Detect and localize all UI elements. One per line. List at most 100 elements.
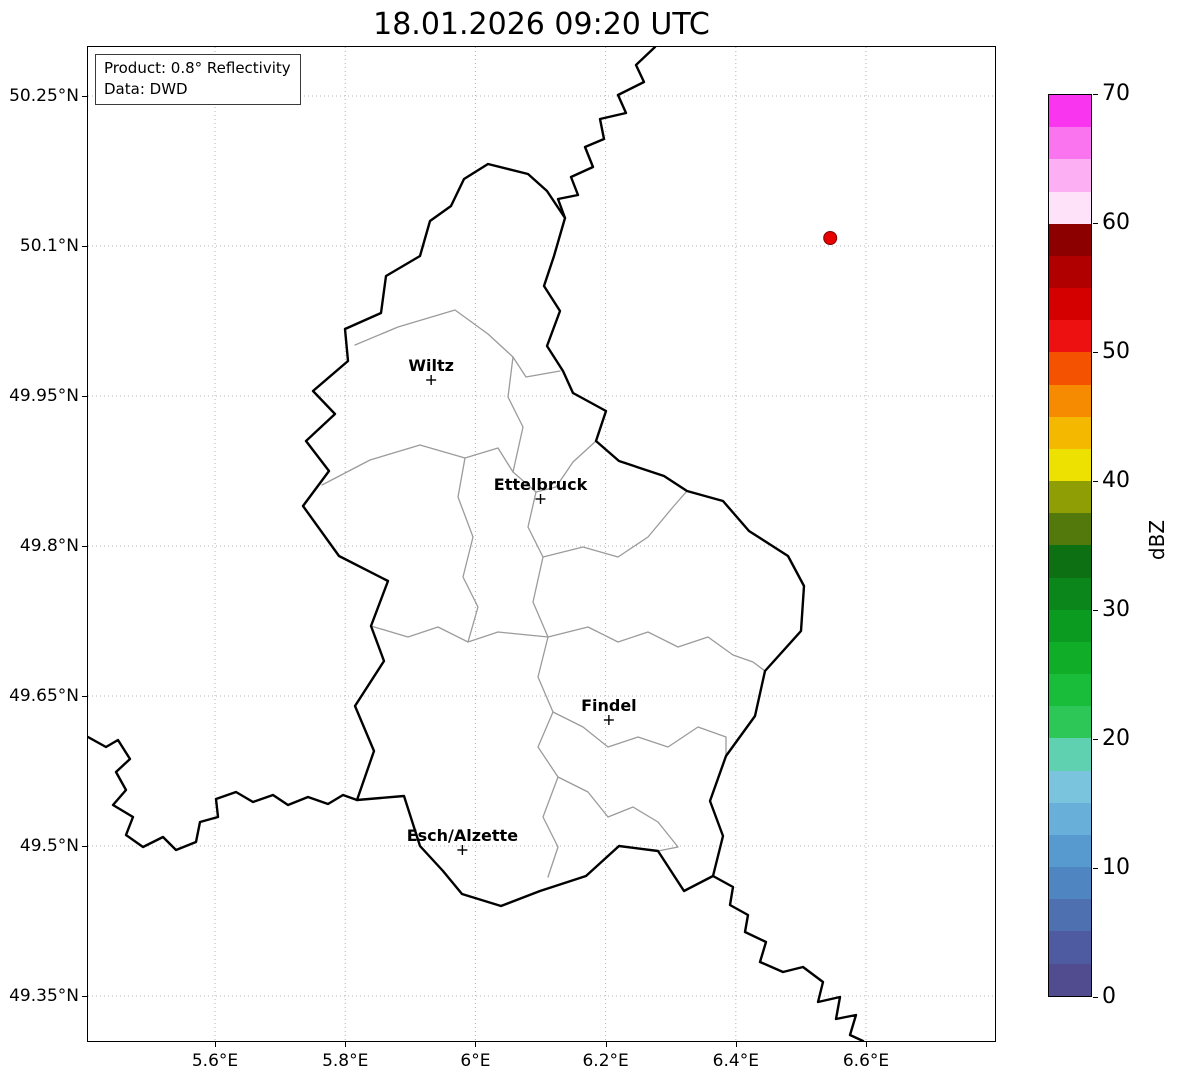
- colorbar-segment: [1049, 288, 1091, 321]
- colorbar-segment: [1049, 513, 1091, 546]
- x-tick-label: 6°E: [460, 1051, 491, 1071]
- luxembourg-radar-map: Wiltz Ettelbruck Findel Esch/Alzette: [88, 47, 995, 1041]
- x-axis-tick: [475, 1042, 477, 1047]
- y-tick-label: 50.25°N: [9, 86, 79, 106]
- y-axis-tick: [82, 696, 87, 697]
- product-info-box: Product: 0.8° Reflectivity Data: DWD: [95, 54, 301, 106]
- y-axis-tick: [82, 246, 87, 247]
- colorbar-segment: [1049, 481, 1091, 514]
- x-tick-label: 6.2°E: [582, 1051, 629, 1071]
- city-label: Esch/Alzette: [407, 826, 519, 845]
- colorbar-segment: [1049, 255, 1091, 289]
- colorbar-tick: [1093, 610, 1098, 611]
- y-axis-tick: [82, 396, 87, 397]
- colorbar-segment: [1049, 159, 1091, 192]
- canton-borders: [321, 309, 766, 878]
- x-axis-tick: [215, 1042, 216, 1047]
- canton-border: [354, 309, 561, 378]
- colorbar-tick-label: 0: [1102, 984, 1116, 1009]
- figure-title: 18.01.2026 09:20 UTC: [373, 7, 710, 42]
- national-borders: [88, 47, 865, 1041]
- city-ettelbruck: Ettelbruck: [494, 475, 588, 504]
- colorbar-segment: [1049, 384, 1091, 417]
- city-label: Ettelbruck: [494, 475, 588, 494]
- colorbar-segment: [1049, 770, 1091, 803]
- colorbar-tick-label: 60: [1102, 210, 1130, 235]
- colorbar-segment: [1049, 867, 1091, 900]
- canton-border: [370, 625, 549, 643]
- y-axis-tick: [82, 546, 87, 547]
- colorbar-unit-label: dBZ: [1145, 519, 1169, 561]
- y-tick-label: 49.5°N: [19, 836, 79, 856]
- colorbar-tick-label: 50: [1102, 339, 1130, 364]
- y-tick-label: 50.1°N: [19, 236, 79, 256]
- canton-border: [321, 440, 597, 493]
- colorbar-segment: [1049, 963, 1091, 996]
- x-tick-label: 5.6°E: [191, 1051, 239, 1071]
- y-tick-label: 49.95°N: [9, 386, 79, 406]
- data-source-line: Data: DWD: [104, 79, 188, 98]
- canton-border: [552, 711, 727, 757]
- belgium-germany-border: [556, 47, 657, 220]
- y-axis-tick: [82, 846, 87, 847]
- x-axis-tick: [345, 1042, 347, 1047]
- city-label: Findel: [581, 696, 637, 715]
- colorbar-segment: [1049, 931, 1091, 964]
- luxembourg-border: [301, 162, 806, 908]
- colorbar-tick-label: 30: [1102, 597, 1130, 622]
- colorbar-segment: [1049, 577, 1091, 610]
- colorbar-segment: [1049, 448, 1091, 482]
- colorbar-segment: [1049, 127, 1091, 160]
- colorbar-segment: [1049, 706, 1091, 739]
- france-belgium-border: [88, 735, 359, 852]
- canton-border: [527, 491, 559, 878]
- colorbar-tick-label: 10: [1102, 855, 1130, 880]
- colorbar-segment: [1049, 95, 1091, 128]
- colorbar-segment: [1049, 352, 1091, 385]
- y-axis-tick: [82, 996, 87, 997]
- x-tick-label: 5.8°E: [322, 1051, 369, 1071]
- y-axis-tick: [82, 96, 87, 97]
- grid-lines: [88, 47, 995, 1041]
- city-esch-alzette: Esch/Alzette: [407, 826, 519, 855]
- city-wiltz: Wiltz: [408, 356, 454, 385]
- radar-site-group: [823, 231, 838, 245]
- colorbar-tick-label: 40: [1102, 468, 1130, 493]
- colorbar-tick: [1093, 997, 1098, 998]
- colorbar-tick: [1093, 94, 1098, 95]
- y-tick-label: 49.65°N: [9, 686, 79, 706]
- y-tick-label: 49.8°N: [19, 536, 79, 556]
- city-markers: Wiltz Ettelbruck Findel Esch/Alzette: [407, 356, 637, 855]
- colorbar-tick-label: 70: [1102, 81, 1130, 106]
- colorbar-tick: [1093, 739, 1098, 740]
- colorbar-tick: [1093, 352, 1098, 353]
- x-tick-label: 6.6°E: [842, 1051, 890, 1071]
- x-axis-tick: [866, 1042, 867, 1047]
- canton-border: [457, 457, 479, 643]
- map-plot-area: Wiltz Ettelbruck Findel Esch/Alzette Produc…: [87, 46, 996, 1042]
- city-label: Wiltz: [408, 356, 454, 375]
- colorbar-segment: [1049, 641, 1091, 675]
- colorbar-segment: [1049, 320, 1091, 353]
- colorbar-segment: [1049, 899, 1091, 932]
- radar-site-marker: [823, 231, 838, 245]
- colorbar-segment: [1049, 416, 1091, 449]
- colorbar-segment: [1049, 834, 1091, 868]
- city-findel: Findel: [581, 696, 637, 725]
- colorbar-tick: [1093, 223, 1098, 224]
- colorbar-segment: [1049, 191, 1091, 224]
- colorbar-tick: [1093, 868, 1098, 869]
- colorbar-tick: [1093, 481, 1098, 482]
- canton-border: [557, 776, 679, 852]
- x-axis-tick: [735, 1042, 737, 1047]
- colorbar: [1048, 94, 1092, 997]
- canton-border: [542, 490, 688, 558]
- y-tick-label: 49.35°N: [9, 986, 79, 1006]
- x-tick-label: 6.4°E: [712, 1051, 759, 1071]
- colorbar-segment: [1049, 545, 1091, 578]
- colorbar-segment: [1049, 738, 1091, 771]
- canton-border: [507, 356, 524, 473]
- colorbar-segment: [1049, 802, 1091, 835]
- colorbar-segment: [1049, 223, 1091, 256]
